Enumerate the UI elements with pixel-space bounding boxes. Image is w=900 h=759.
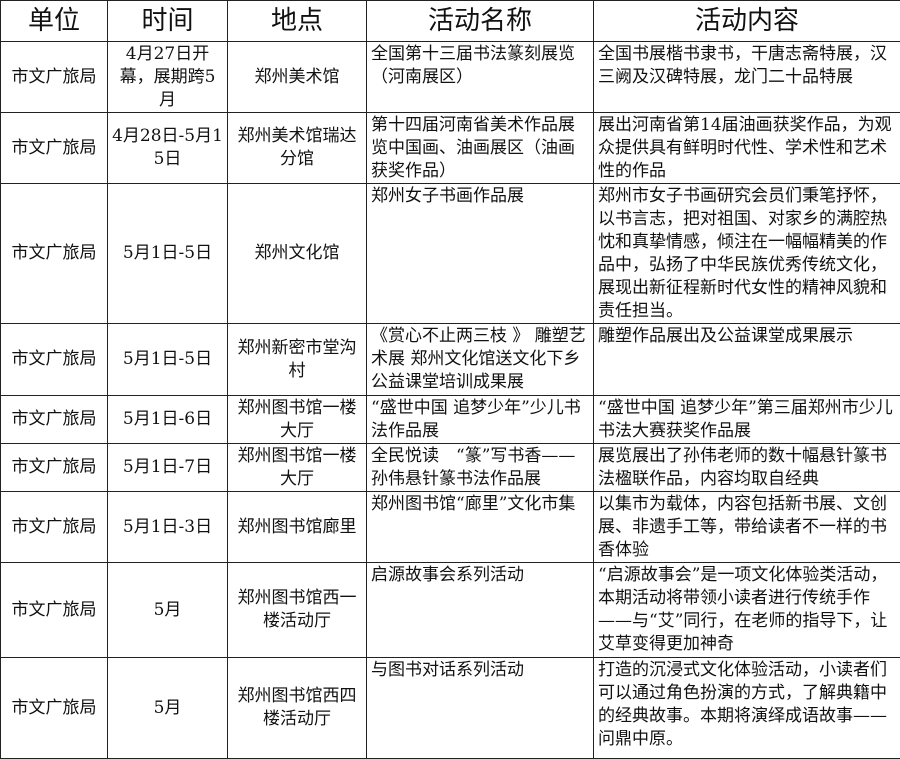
cell-content: 雕塑作品展出及公益课堂成果展示 [594, 324, 900, 396]
header-activity-name: 活动名称 [367, 1, 594, 42]
cell-name: 启源故事会系列活动 [367, 563, 594, 658]
cell-name: 《赏心不止两三枝 》 雕塑艺术展 郑州文化馆送文化下乡公益课堂培训成果展 [367, 324, 594, 396]
cell-place: 郑州图书馆西四楼活动厅 [228, 658, 367, 759]
cell-place: 郑州图书馆一楼大厅 [228, 396, 367, 444]
header-time: 时间 [108, 1, 228, 42]
cell-content: “启源故事会”是一项文化体验类活动，本期活动将带领小读者进行传统手作——与“艾”… [594, 563, 900, 658]
header-place: 地点 [228, 1, 367, 42]
cell-name: “盛世中国 追梦少年”少儿书法作品展 [367, 396, 594, 444]
cell-place: 郑州图书馆廊里 [228, 492, 367, 563]
cell-time: 5月1日-3日 [108, 492, 228, 563]
cell-name: 郑州图书馆“廊里”文化市集 [367, 492, 594, 563]
cell-content: 打造的沉浸式文化体验活动，小读者们可以通过角色扮演的方式，了解典籍中的经典故事。… [594, 658, 900, 759]
cell-unit: 市文广旅局 [1, 658, 108, 759]
cell-time: 5月 [108, 563, 228, 658]
cell-content: 以集市为载体，内容包括新书展、文创展、非遗手工等，带给读者不一样的书香体验 [594, 492, 900, 563]
cell-content: “盛世中国 追梦少年”第三届郑州市少儿书法大赛获奖作品展 [594, 396, 900, 444]
cell-content: 全国书展楷书隶书，干唐志斋特展，汉三阙及汉碑特展，龙门二十品特展 [594, 42, 900, 113]
cell-time: 5月1日-5日 [108, 324, 228, 396]
cell-unit: 市文广旅局 [1, 396, 108, 444]
cell-place: 郑州图书馆西一楼活动厅 [228, 563, 367, 658]
cell-unit: 市文广旅局 [1, 444, 108, 492]
cell-unit: 市文广旅局 [1, 492, 108, 563]
cell-time: 5月1日-7日 [108, 444, 228, 492]
cell-name: 第十四届河南省美术作品展览中国画、油画展区（油画获奖作品） [367, 113, 594, 184]
cell-content: 展出河南省第14届油画获奖作品，为观众提供具有鲜明时代性、学术性和艺术性的作品 [594, 113, 900, 184]
header-row: 单位 时间 地点 活动名称 活动内容 [1, 1, 900, 42]
cell-place: 郑州图书馆一楼大厅 [228, 444, 367, 492]
header-unit: 单位 [1, 1, 108, 42]
cell-unit: 市文广旅局 [1, 324, 108, 396]
cell-place: 郑州美术馆 [228, 42, 367, 113]
cell-time: 4月28日-5月15日 [108, 113, 228, 184]
cell-time: 5月 [108, 658, 228, 759]
cell-place: 郑州美术馆瑞达分馆 [228, 113, 367, 184]
cell-time: 5月1日-5日 [108, 184, 228, 324]
cell-time: 4月27日开幕，展期跨5月 [108, 42, 228, 113]
cell-unit: 市文广旅局 [1, 563, 108, 658]
cell-unit: 市文广旅局 [1, 42, 108, 113]
cell-name: 郑州女子书画作品展 [367, 184, 594, 324]
cell-time: 5月1日-6日 [108, 396, 228, 444]
cell-unit: 市文广旅局 [1, 184, 108, 324]
cell-name: 全民悦读 “篆”写书香——孙伟悬针篆书法作品展 [367, 444, 594, 492]
cell-place: 郑州新密市堂沟村 [228, 324, 367, 396]
cell-name: 全国第十三届书法篆刻展览（河南展区） [367, 42, 594, 113]
cell-place: 郑州文化馆 [228, 184, 367, 324]
cell-unit: 市文广旅局 [1, 113, 108, 184]
cell-content: 展览展出了孙伟老师的数十幅悬针篆书法楹联作品，内容均取自经典 [594, 444, 900, 492]
cell-content: 郑州市女子书画研究会员们秉笔抒怀，以书言志，把对祖国、对家乡的满腔热忱和真挚情感… [594, 184, 900, 324]
cell-name: 与图书对话系列活动 [367, 658, 594, 759]
header-activity-content: 活动内容 [594, 1, 900, 42]
